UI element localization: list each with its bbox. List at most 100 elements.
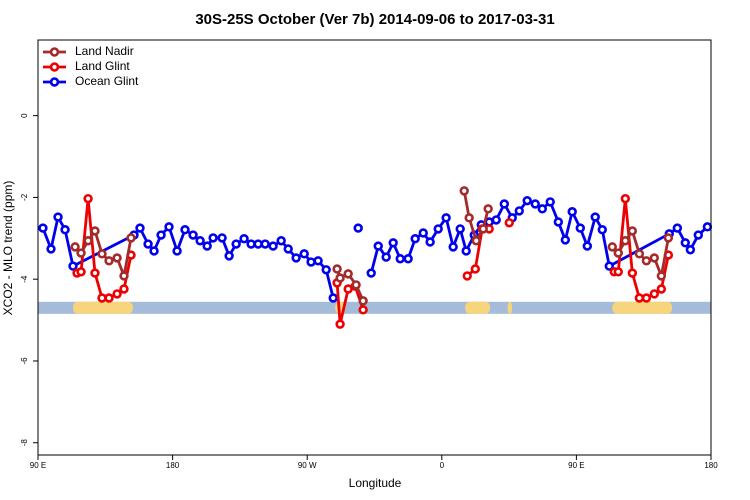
data-point <box>224 251 234 261</box>
data-point <box>143 239 153 249</box>
data-point <box>537 204 548 214</box>
x-tick-label: 180 <box>166 461 180 470</box>
data-point <box>217 233 227 243</box>
legend-marker <box>49 77 60 87</box>
data-point <box>195 236 205 246</box>
data-point <box>343 269 353 279</box>
x-tick-label: 90 E <box>30 461 46 470</box>
data-point <box>575 223 585 233</box>
y-tick-label: -2 <box>20 193 29 201</box>
data-point <box>693 230 703 240</box>
data-point <box>353 223 363 233</box>
data-point <box>388 238 398 248</box>
data-point <box>656 284 667 294</box>
land-segment <box>72 301 133 314</box>
data-point <box>499 199 510 209</box>
data-point <box>680 238 690 248</box>
data-point <box>613 267 623 277</box>
data-point <box>455 224 465 234</box>
data-point <box>358 296 368 306</box>
data-point <box>459 186 469 196</box>
data-point <box>545 197 555 207</box>
data-point <box>553 217 564 227</box>
data-point <box>276 236 286 246</box>
data-point <box>470 264 481 274</box>
data-point <box>530 199 540 209</box>
data-point <box>620 236 631 246</box>
data-point <box>410 234 420 244</box>
x-tick-label: 180 <box>704 461 718 470</box>
legend-label: Land Nadir <box>75 44 134 58</box>
data-point <box>172 246 182 256</box>
chart-title: 30S-25S October (Ver 7b) 2014-09-06 to 2… <box>195 11 554 28</box>
data-point <box>313 256 323 266</box>
data-point <box>461 246 471 256</box>
data-point <box>164 222 174 232</box>
data-point <box>441 213 451 223</box>
x-tick-label: 0 <box>440 461 445 470</box>
data-point <box>462 271 472 281</box>
data-point <box>149 246 159 256</box>
data-point <box>702 222 713 232</box>
y-tick-label: -8 <box>20 439 29 447</box>
data-point <box>560 235 571 245</box>
data-point <box>231 239 241 249</box>
data-point <box>306 257 316 267</box>
data-point <box>597 225 607 235</box>
data-point <box>491 215 501 225</box>
y-tick-label: 0 <box>20 113 29 118</box>
data-point <box>76 248 86 258</box>
data-point <box>433 224 443 234</box>
data-point <box>522 195 532 206</box>
legend-label: Ocean Glint <box>75 74 139 88</box>
data-point <box>649 253 660 263</box>
data-point <box>188 230 198 240</box>
data-point <box>119 271 129 281</box>
land-segment <box>465 301 491 314</box>
data-point <box>202 241 212 251</box>
data-point <box>464 213 474 223</box>
data-point <box>83 193 93 204</box>
data-point <box>156 230 166 240</box>
plot-frame <box>37 39 712 456</box>
data-point <box>328 293 338 303</box>
data-point <box>135 223 145 233</box>
data-point <box>60 225 70 235</box>
data-point <box>418 228 428 238</box>
data-point <box>283 244 293 254</box>
data-point <box>663 233 674 243</box>
data-point <box>76 267 86 277</box>
data-point <box>656 271 667 281</box>
data-point <box>590 212 600 222</box>
x-tick-label: 90 E <box>568 461 584 470</box>
land-segment <box>612 301 673 314</box>
data-point <box>403 254 413 264</box>
data-point <box>613 248 623 258</box>
data-point <box>70 242 80 252</box>
data-point <box>649 289 660 299</box>
data-point <box>83 236 93 246</box>
data-point <box>620 193 631 204</box>
x-tick-label: 90 W <box>298 461 317 470</box>
data-point <box>335 319 345 329</box>
data-point <box>641 293 652 303</box>
data-point <box>112 289 122 299</box>
data-point <box>126 233 136 243</box>
y-tick-label: -6 <box>20 357 29 365</box>
data-point <box>641 256 652 266</box>
data-point <box>299 249 309 259</box>
data-point <box>471 236 481 246</box>
data-point <box>634 249 645 259</box>
data-point <box>448 242 458 252</box>
data-point <box>381 252 391 262</box>
data-point <box>90 268 100 278</box>
data-point <box>119 284 129 294</box>
data-point <box>104 256 114 266</box>
data-point <box>68 261 78 271</box>
data-point <box>90 226 100 236</box>
data-point <box>351 280 361 290</box>
legend-label: Land Glint <box>75 59 130 73</box>
data-point <box>46 244 56 254</box>
